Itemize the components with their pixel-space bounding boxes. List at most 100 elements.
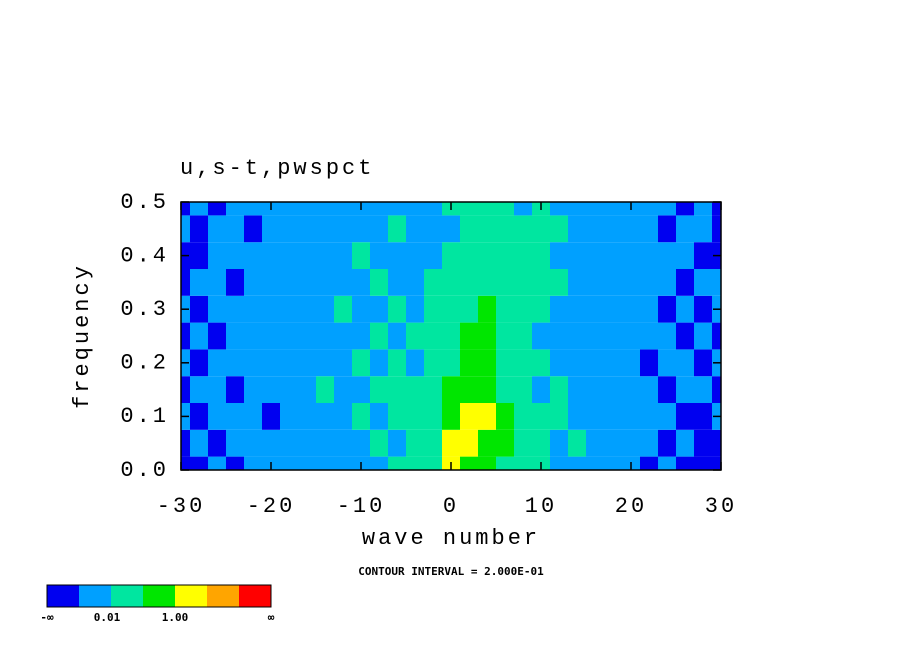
contour-cell [532,215,550,243]
contour-cell [406,242,424,269]
contour-cell [334,295,352,323]
contour-cell [658,242,676,269]
contour-cell [208,295,226,323]
contour-cell [586,322,604,350]
contour-cell [226,349,244,377]
contour-cell [370,215,388,243]
contour-cell [604,202,622,216]
contour-cell [532,349,550,377]
contour-cell [712,429,721,457]
contour-cell [604,376,622,403]
contour-field [181,202,721,470]
contour-cell [181,376,190,403]
contour-cell [676,429,694,457]
contour-cell [460,269,478,296]
contour-cell [604,403,622,430]
contour-cell [352,349,370,377]
contour-cell [640,269,658,296]
contour-cell [676,403,694,430]
contour-cell [514,322,532,350]
contour-cell [442,215,460,243]
contour-cell [208,429,226,457]
contour-cell [676,295,694,323]
contour-cell [298,242,316,269]
contour-cell [298,269,316,296]
contour-cell [658,376,676,403]
contour-cell [388,376,406,403]
contour-cell [226,456,244,470]
contour-cell [622,269,640,296]
contour-cell [460,376,478,403]
contour-cell [460,403,478,430]
contour-cell [478,269,496,296]
contour-cell [262,349,280,377]
contour-cell [352,429,370,457]
contour-cell [226,376,244,403]
contour-cell [244,403,262,430]
contour-cell [478,349,496,377]
contour-cell [190,269,208,296]
contour-cell [388,295,406,323]
contour-cell [712,202,721,216]
colorbar-swatch [175,585,207,607]
contour-cell [460,322,478,350]
contour-cell [334,202,352,216]
contour-cell [676,456,694,470]
contour-cell [622,242,640,269]
contour-cell [352,403,370,430]
contour-cell [460,215,478,243]
contour-cell [406,215,424,243]
contour-cell [550,349,568,377]
contour-cell [658,202,676,216]
contour-cell [424,403,442,430]
contour-cell [442,295,460,323]
contour-cell [586,456,604,470]
contour-cell [424,456,442,470]
contour-cell [604,456,622,470]
contour-cell [586,403,604,430]
contour-cell [514,429,532,457]
contour-cell [514,376,532,403]
contour-cell [478,456,496,470]
contour-cell [316,376,334,403]
contour-cell [226,322,244,350]
y-tick-label: 0.0 [120,458,169,483]
y-tick-label: 0.4 [120,243,169,268]
contour-cell [640,215,658,243]
contour-cell [190,349,208,377]
x-tick-label: -30 [157,494,206,519]
contour-cell [181,456,190,470]
contour-cell [532,269,550,296]
contour-cell [370,242,388,269]
contour-cell [406,269,424,296]
contour-cell [298,349,316,377]
contour-cell [622,403,640,430]
contour-cell [424,269,442,296]
contour-cell [514,456,532,470]
contour-cell [406,456,424,470]
contour-cell [586,215,604,243]
contour-cell [676,376,694,403]
contour-cell [388,403,406,430]
contour-cell [694,269,712,296]
contour-cell [478,322,496,350]
contour-cell [640,429,658,457]
contour-cell [208,349,226,377]
contour-cell [604,349,622,377]
contour-cell [226,215,244,243]
contour-cell [622,429,640,457]
contour-cell [640,242,658,269]
contour-cell [460,456,478,470]
contour-cell [586,295,604,323]
contour-cell [568,376,586,403]
contour-cell [694,376,712,403]
contour-cell [388,215,406,243]
contour-cell [478,215,496,243]
contour-cell [694,242,712,269]
contour-cell [694,456,712,470]
contour-cell [280,456,298,470]
contour-cell [280,295,298,323]
contour-cell [298,215,316,243]
contour-cell [406,295,424,323]
x-tick-label: 30 [705,494,737,519]
